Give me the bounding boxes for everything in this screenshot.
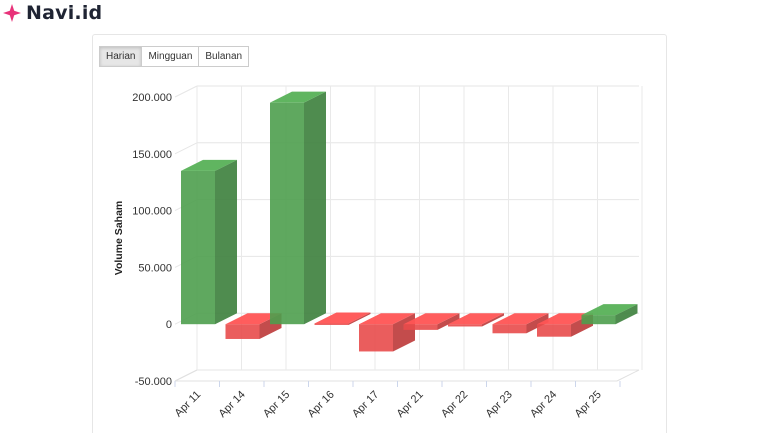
volume-bar-top <box>492 313 549 325</box>
volume-bar-front <box>359 324 393 352</box>
range-bulanan-button[interactable]: Bulanan <box>198 46 250 67</box>
volume-bar-top <box>181 159 237 171</box>
volume-bar <box>448 313 504 327</box>
floor-side-line <box>174 369 198 382</box>
brand-logo[interactable]: Navi.id <box>2 2 102 24</box>
x-tick-label: Apr 24 <box>528 389 559 420</box>
volume-bar-side <box>482 313 504 327</box>
x-tick-label: Apr 15 <box>261 389 292 420</box>
x-tick-label: Apr 22 <box>439 389 470 420</box>
volume-bar-front <box>492 324 527 334</box>
pink-sparkle-icon <box>3 4 21 22</box>
volume-bar-front <box>225 324 260 339</box>
volume-bar <box>181 159 237 325</box>
y-tick-label: 0 <box>166 319 172 331</box>
floor-side-line <box>616 369 640 382</box>
volume-bar-top <box>314 312 371 324</box>
x-tick-label: Apr 25 <box>572 389 603 420</box>
x-tick-label: Apr 11 <box>173 389 204 420</box>
volume-bar <box>314 312 371 325</box>
volume-bar-side <box>526 313 549 334</box>
x-tick-label: Apr 23 <box>483 389 514 420</box>
volume-bar-side <box>348 312 371 325</box>
y-axis-label: Volume Saham <box>113 201 125 276</box>
range-selector: Harian Mingguan Bulanan <box>99 46 250 67</box>
volume-bar-top <box>403 313 460 325</box>
volume-bar-top <box>581 304 638 316</box>
volume-bar <box>403 313 460 330</box>
volume-bar-top <box>270 91 326 103</box>
volume-bar-front <box>448 324 482 327</box>
volume-bar <box>359 313 415 352</box>
y-tick-label: 50.000 <box>138 262 172 274</box>
y-tick-label: 150.000 <box>132 149 172 161</box>
volume-bar-front <box>270 102 304 325</box>
x-tick-label: Apr 16 <box>305 389 336 420</box>
volume-bar-front <box>181 170 215 325</box>
x-tick-label: Apr 14 <box>216 389 247 420</box>
chart-bars <box>181 91 638 352</box>
y-tick-label: 200.000 <box>132 92 172 104</box>
grid-depth-line <box>174 142 198 155</box>
volume-bar <box>581 304 638 325</box>
y-tick-label: -50.000 <box>135 376 172 388</box>
volume-bar-side <box>215 159 237 325</box>
brand-name: Navi.id <box>26 2 103 24</box>
grid-depth-line <box>174 85 198 98</box>
y-tick-label: 100.000 <box>132 206 172 218</box>
x-tick-label: Apr 17 <box>350 389 381 420</box>
volume-bar-top <box>537 313 593 325</box>
x-axis-ticks: Apr 11 Apr 14 Apr 15 Apr 16 Apr 17 Apr 21 Apr … <box>173 389 604 420</box>
y-axis-ticks: 200.000 150.000 100.000 50.000 0 -50.000 <box>132 92 172 388</box>
volume-bar-side <box>304 91 326 325</box>
range-harian-button[interactable]: Harian <box>99 46 143 67</box>
volume-bar-top <box>359 313 415 325</box>
volume-bar-side <box>615 304 638 325</box>
volume-bar-front <box>403 324 438 330</box>
volume-bar-front <box>314 323 349 325</box>
volume-bar-side <box>437 313 460 330</box>
volume-bar-front <box>537 324 571 337</box>
volume-bar-top <box>448 313 504 325</box>
volume-bar-front <box>581 315 616 325</box>
volume-bar <box>270 91 326 325</box>
volume-bar-top <box>225 313 282 325</box>
x-tick-label: Apr 21 <box>394 389 425 420</box>
volume-bar <box>492 313 549 334</box>
range-mingguan-button[interactable]: Mingguan <box>141 46 200 67</box>
